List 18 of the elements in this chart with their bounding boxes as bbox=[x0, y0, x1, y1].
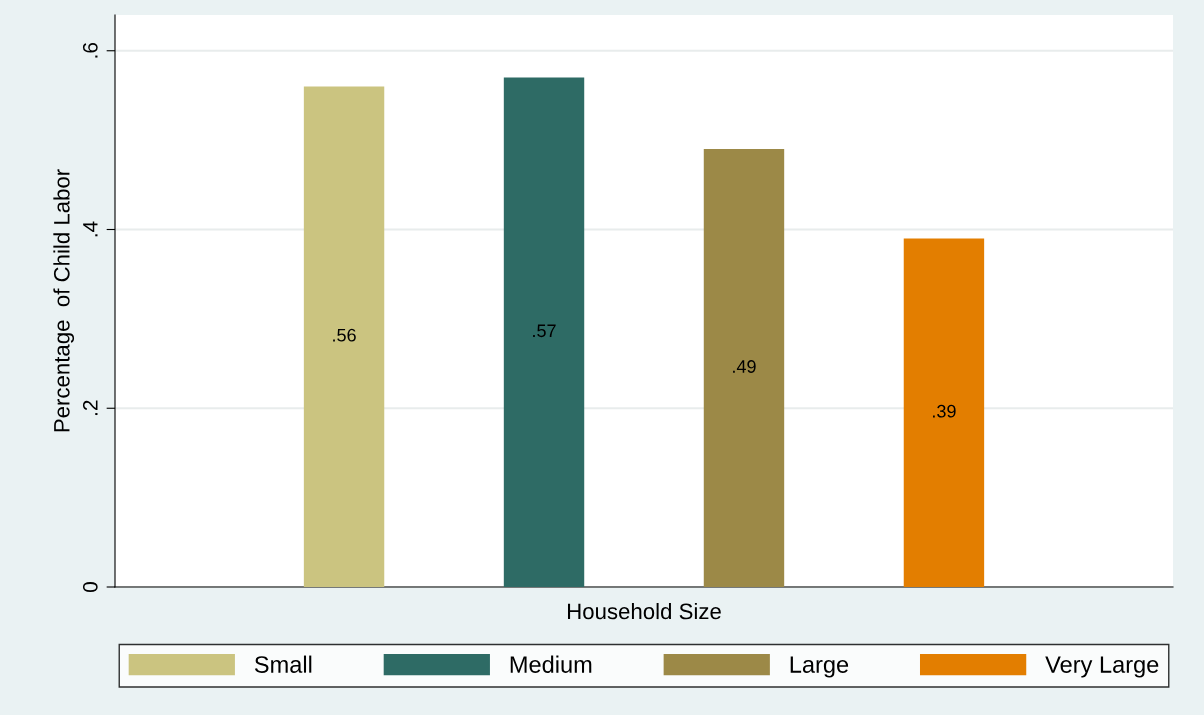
data-label: .49 bbox=[733, 360, 756, 373]
bar bbox=[503, 77, 585, 587]
legend-label: Medium bbox=[510, 655, 592, 673]
legend-label: Small bbox=[254, 655, 312, 673]
x-axis-title: Household Size bbox=[568, 602, 721, 620]
bar bbox=[303, 86, 385, 587]
y-tick-label: .2 bbox=[82, 400, 98, 416]
bar bbox=[703, 149, 785, 587]
legend-label: Very Large bbox=[1045, 656, 1159, 678]
bar bbox=[903, 238, 985, 587]
data-label: .56 bbox=[333, 328, 356, 342]
data-label: .57 bbox=[533, 324, 556, 338]
y-tick-label: 0 bbox=[82, 582, 98, 592]
data-label: .39 bbox=[933, 404, 956, 418]
y-tick-label: .4 bbox=[83, 221, 98, 237]
y-tick-label: .6 bbox=[82, 42, 98, 58]
legend-label: Large bbox=[790, 656, 849, 678]
y-axis-title: Percentage of Child Labor bbox=[53, 169, 75, 432]
